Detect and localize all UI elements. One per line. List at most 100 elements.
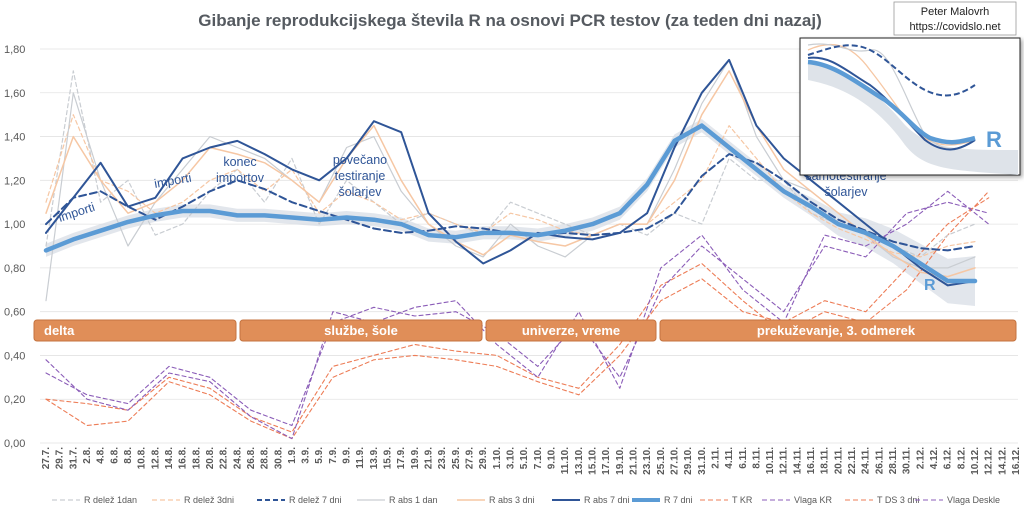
phase-label-immunity: prekuževanje, 3. odmerek (757, 323, 916, 338)
x-tick-label: 31.10. (697, 447, 708, 475)
x-tick-label: 10.12. (970, 447, 981, 475)
x-tick-label: 15.9. (383, 447, 394, 469)
x-tick-label: 29.7. (55, 447, 66, 469)
x-tick-label: 22.8. (219, 447, 230, 469)
annotation-povecano-testiranje: povečano testiranje šolarjev (333, 153, 387, 199)
series-t-ds-3-dni (45, 197, 990, 440)
x-tick-label: 9.9. (342, 447, 353, 464)
legend-label: R abs 3 dni (489, 495, 535, 505)
x-tick-label: 30.11. (902, 447, 913, 474)
x-tick-label: 8.12. (956, 447, 967, 469)
x-tick-label: 29.9. (478, 447, 489, 469)
phase-band-universities (485, 319, 657, 342)
x-tick-label: 21.10. (628, 447, 639, 475)
legend: R delež 1dan R delež 3dni R delež 7 dni R a… (52, 495, 1000, 505)
credit-url: https://covidslo.net (909, 21, 1000, 33)
legend-label: R delež 3dni (184, 495, 234, 505)
x-tick-label: 14.8. (164, 447, 175, 469)
x-tick-label: 4.11. (724, 447, 735, 469)
x-tick-label: 11.10. (560, 447, 571, 474)
x-tick-label: 7.9. (328, 447, 339, 464)
x-tick-label: 11.9. (355, 447, 366, 469)
y-tick-label: 0,20 (4, 394, 25, 406)
phase-band-work-school (239, 319, 483, 342)
y-tick-label: 0,60 (4, 307, 25, 319)
x-tick-label: 29.10. (683, 447, 694, 475)
y-tick-label: 1,60 (4, 88, 25, 100)
x-tick-label: 28.11. (888, 447, 899, 474)
x-tick-label: 15.10. (587, 447, 598, 475)
inset-band (808, 60, 1018, 175)
phase-band-delta (33, 319, 237, 342)
y-tick-label: 1,80 (4, 44, 25, 56)
x-tick-label: 10.11. (765, 447, 776, 474)
chart-title: Gibanje reprodukcijskega števila R na os… (198, 11, 822, 30)
phase-label-work-school: službe, šole (324, 323, 398, 338)
series-vlaga-kr (45, 201, 990, 427)
x-tick-label: 21.9. (424, 447, 435, 469)
x-tick-label: 23.10. (642, 447, 653, 475)
x-tick-label: 3.9. (301, 447, 312, 464)
annotation-importi-2: importi (153, 171, 192, 191)
legend-label: R 7 dni (664, 495, 693, 505)
x-axis: 27.7. 29.7. 31.7. 2.8. 4.8. 6.8. 8.8. 10.8. 12.8… (41, 447, 1022, 475)
x-tick-label: 13.10. (574, 447, 585, 475)
legend-label: R delež 7 dni (289, 495, 342, 505)
x-tick-label: 18.11. (820, 447, 831, 474)
series-vlaga-deskle (45, 190, 990, 440)
legend-label: R abs 1 dan (389, 495, 438, 505)
x-tick-label: 12.12. (984, 447, 995, 475)
x-tick-label: 19.9. (410, 447, 421, 469)
x-tick-label: 30.8. (273, 447, 284, 469)
x-tick-label: 4.12. (929, 447, 940, 469)
x-tick-label: 12.8. (150, 447, 161, 469)
x-tick-label: 13.9. (369, 447, 380, 469)
phase-band-immunity (659, 319, 1017, 342)
series-r-delež-3dni (45, 114, 976, 258)
inset-r-abs-3 (807, 43, 976, 146)
legend-label: R delež 1dan (84, 495, 137, 505)
x-tick-label: 7.10. (533, 447, 544, 469)
inset-r-abs-1 (807, 43, 976, 150)
phase-label-universities: univerze, vreme (522, 323, 620, 338)
x-tick-label: 26.11. (874, 447, 885, 474)
inset-r-label: R (986, 127, 1002, 152)
x-tick-label: 16.12. (1011, 447, 1022, 475)
x-tick-label: 17.10. (601, 447, 612, 475)
x-tick-label: 26.8. (246, 447, 257, 469)
x-tick-label: 8.8. (123, 447, 134, 464)
x-tick-label: 4.8. (96, 447, 107, 464)
x-tick-label: 16.8. (178, 447, 189, 469)
x-tick-label: 6.8. (109, 447, 120, 464)
y-tick-label: 1,40 (4, 132, 25, 144)
y-tick-label: 0,40 (4, 350, 25, 362)
x-tick-label: 14.11. (792, 447, 803, 474)
x-tick-label: 2.8. (82, 447, 93, 464)
x-tick-label: 22.11. (847, 447, 858, 474)
x-tick-label: 3.10. (506, 447, 517, 469)
x-tick-label: 6.12. (943, 447, 954, 469)
series-layer (43, 58, 990, 440)
inset-r-7 (807, 59, 976, 145)
x-tick-label: 14.12. (997, 447, 1008, 475)
x-tick-label: 18.8. (191, 447, 202, 469)
x-tick-label: 5.9. (314, 447, 325, 464)
credit-author: Peter Malovrh (921, 6, 989, 18)
series-t-kr (45, 190, 990, 433)
x-tick-label: 31.7. (68, 447, 79, 469)
x-tick-label: 8.11. (751, 447, 762, 469)
series-r-abs-7-dni (45, 58, 976, 287)
x-tick-label: 19.10. (615, 447, 626, 475)
y-tick-label: 0,00 (4, 438, 25, 450)
legend-label: T KR (732, 495, 753, 505)
x-tick-label: 5.10. (519, 447, 530, 469)
x-tick-label: 27.10. (669, 447, 680, 475)
x-tick-label: 27.7. (41, 447, 52, 469)
inset-zoom: R (799, 37, 1021, 176)
y-tick-label: 1,00 (4, 219, 25, 231)
credit-box: Peter Malovrh https://covidslo.net (893, 1, 1017, 36)
legend-label: Vlaga Deskle (947, 495, 1000, 505)
x-tick-label: 2.11. (710, 447, 721, 469)
x-tick-label: 20.11. (833, 447, 844, 474)
